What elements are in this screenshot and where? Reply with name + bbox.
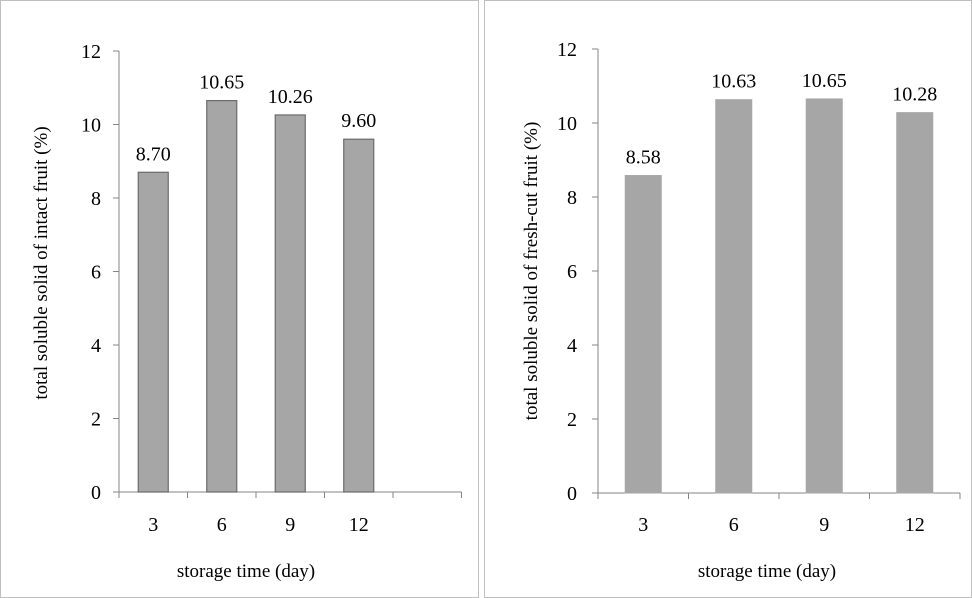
y-tick-label: 0 bbox=[91, 482, 101, 504]
x-category-label: 6 bbox=[217, 514, 227, 536]
bar bbox=[206, 100, 238, 493]
y-tick-label: 4 bbox=[567, 335, 577, 357]
y-tick-label: 0 bbox=[567, 483, 577, 505]
bar bbox=[343, 138, 375, 493]
bar bbox=[805, 98, 843, 494]
x-category-label: 9 bbox=[285, 514, 295, 536]
data-label: 8.70 bbox=[136, 143, 171, 165]
x-category-label: 3 bbox=[148, 514, 158, 536]
x-category-label: 12 bbox=[905, 514, 925, 536]
y-tick-label: 10 bbox=[557, 113, 577, 135]
data-label: 10.65 bbox=[199, 72, 244, 94]
y-tick-label: 12 bbox=[81, 41, 101, 63]
right-chart-panel: 0 2 4 6 8 10 12 8.58 3 10.63 6 10.65 9 10.28 12 storage… bbox=[484, 0, 972, 598]
y-tick-label: 2 bbox=[567, 409, 577, 431]
bar bbox=[715, 99, 753, 494]
y-tick-label: 10 bbox=[81, 115, 101, 137]
x-category-label: 6 bbox=[729, 514, 739, 536]
x-category-label: 12 bbox=[349, 514, 369, 536]
bar bbox=[624, 175, 662, 494]
data-label: 10.28 bbox=[892, 84, 937, 106]
y-tick-label: 8 bbox=[567, 187, 577, 209]
bar bbox=[274, 114, 306, 493]
x-axis-title: storage time (day) bbox=[177, 561, 315, 582]
fresh-cut-fruit-chart: 0 2 4 6 8 10 12 8.58 3 10.63 6 10.65 9 10.28 12 storage… bbox=[521, 39, 961, 582]
data-label: 10.26 bbox=[268, 86, 313, 108]
intact-fruit-chart: 0 2 4 6 8 10 12 8.70 3 10.65 6 10.26 9 9.60 12 storage … bbox=[31, 41, 462, 582]
y-tick-label: 6 bbox=[91, 262, 101, 284]
x-category-label: 9 bbox=[819, 514, 829, 536]
y-axis-title: total soluble solid of intact fruit (%) bbox=[31, 126, 52, 399]
y-tick-label: 12 bbox=[557, 39, 577, 61]
y-axis-title: total soluble solid of fresh-cut fruit (… bbox=[521, 122, 542, 421]
data-label: 10.63 bbox=[711, 71, 756, 93]
y-tick-label: 2 bbox=[91, 409, 101, 431]
x-category-label: 3 bbox=[638, 514, 648, 536]
left-chart-panel: 0 2 4 6 8 10 12 8.70 3 10.65 6 10.26 9 9.60 12 storage … bbox=[0, 0, 479, 598]
bar bbox=[137, 171, 169, 493]
y-tick-label: 6 bbox=[567, 261, 577, 283]
x-axis-title: storage time (day) bbox=[698, 561, 836, 582]
data-label: 9.60 bbox=[341, 110, 376, 132]
y-tick-label: 4 bbox=[91, 335, 101, 357]
y-tick-label: 8 bbox=[91, 188, 101, 210]
data-label: 10.65 bbox=[802, 70, 847, 92]
bar bbox=[896, 112, 934, 494]
data-label: 8.58 bbox=[626, 147, 661, 169]
